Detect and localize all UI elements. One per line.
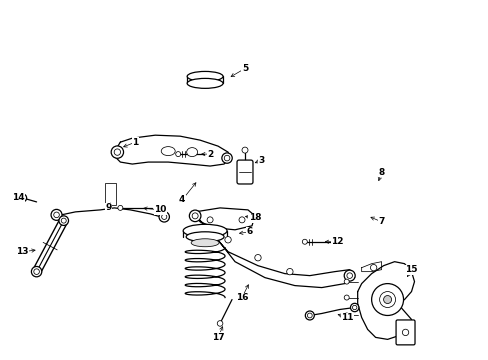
- Circle shape: [350, 303, 358, 312]
- Circle shape: [371, 284, 403, 315]
- Circle shape: [175, 152, 180, 157]
- Text: 15: 15: [405, 265, 417, 274]
- Ellipse shape: [191, 239, 219, 247]
- Text: 8: 8: [378, 167, 384, 176]
- Ellipse shape: [187, 71, 223, 81]
- FancyBboxPatch shape: [237, 160, 252, 184]
- Circle shape: [286, 269, 292, 275]
- Text: 5: 5: [242, 64, 247, 73]
- Circle shape: [20, 196, 24, 200]
- Text: 18: 18: [248, 213, 261, 222]
- Ellipse shape: [161, 147, 175, 156]
- Text: 9: 9: [105, 203, 111, 212]
- Text: 16: 16: [235, 293, 248, 302]
- Text: 11: 11: [341, 313, 353, 322]
- Circle shape: [224, 155, 229, 161]
- Circle shape: [344, 270, 354, 281]
- Circle shape: [222, 153, 232, 163]
- Circle shape: [114, 149, 121, 155]
- Ellipse shape: [183, 224, 226, 237]
- Circle shape: [162, 214, 166, 220]
- Text: 10: 10: [154, 206, 166, 215]
- Text: 7: 7: [378, 217, 384, 226]
- Circle shape: [59, 216, 68, 225]
- Circle shape: [254, 255, 261, 261]
- FancyBboxPatch shape: [105, 183, 116, 205]
- Circle shape: [344, 313, 348, 318]
- Circle shape: [242, 147, 247, 153]
- Text: 13: 13: [17, 247, 29, 256]
- Circle shape: [344, 295, 348, 300]
- Text: 12: 12: [331, 237, 343, 246]
- Circle shape: [159, 212, 169, 222]
- Circle shape: [189, 210, 201, 222]
- Circle shape: [379, 292, 395, 307]
- Text: 14: 14: [12, 193, 25, 202]
- Text: 2: 2: [206, 150, 213, 159]
- Text: 4: 4: [179, 195, 185, 204]
- Circle shape: [217, 321, 223, 326]
- Circle shape: [352, 305, 356, 310]
- FancyBboxPatch shape: [395, 320, 414, 345]
- Circle shape: [61, 218, 66, 223]
- Circle shape: [239, 217, 244, 223]
- Circle shape: [383, 296, 391, 303]
- Text: 1: 1: [132, 138, 138, 147]
- Circle shape: [118, 206, 122, 210]
- Circle shape: [51, 210, 62, 220]
- Circle shape: [307, 313, 311, 318]
- Circle shape: [34, 269, 40, 274]
- Circle shape: [192, 213, 198, 219]
- Circle shape: [346, 273, 352, 278]
- Circle shape: [402, 329, 408, 336]
- Text: 6: 6: [246, 227, 253, 236]
- Circle shape: [207, 217, 213, 223]
- Circle shape: [54, 212, 59, 218]
- Ellipse shape: [186, 148, 197, 157]
- Circle shape: [370, 265, 376, 271]
- Ellipse shape: [187, 78, 223, 88]
- Circle shape: [302, 239, 306, 244]
- Text: 3: 3: [258, 156, 264, 165]
- Circle shape: [19, 194, 26, 202]
- Text: 17: 17: [211, 333, 224, 342]
- Circle shape: [224, 237, 231, 243]
- Circle shape: [111, 146, 123, 158]
- Circle shape: [31, 266, 41, 277]
- Ellipse shape: [186, 232, 224, 242]
- Circle shape: [344, 279, 348, 284]
- Circle shape: [305, 311, 314, 320]
